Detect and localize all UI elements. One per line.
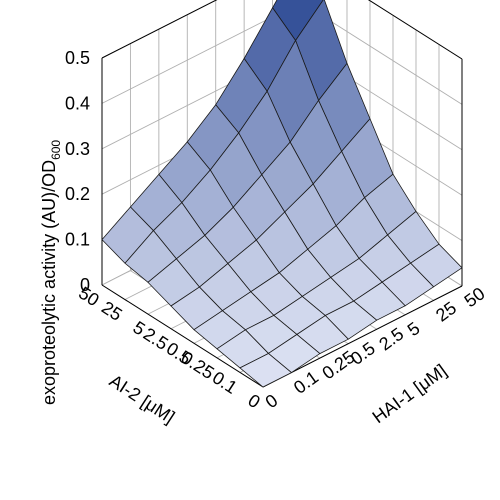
- z-axis-title-main: exoproteolytic activity (AU)/OD: [39, 160, 59, 405]
- z-tick-label: 0: [80, 275, 90, 295]
- z-tick-label: 0.5: [65, 48, 90, 68]
- z-tick-label: 0.1: [65, 230, 90, 250]
- x-axis-title: AI-2 [μM]: [106, 371, 178, 428]
- axis-frame-edge: [101, 284, 264, 388]
- y-tick-label: 25: [432, 298, 460, 326]
- z-axis-title-sub: 600: [49, 140, 63, 160]
- z-axis-title: exoproteolytic activity (AU)/OD600: [39, 140, 63, 405]
- y-axis-title: HAI-1 [μM]: [369, 360, 451, 427]
- y-tick-label: 0: [262, 390, 282, 412]
- axis-frame-edge: [367, 0, 463, 60]
- y-tick-label: 5: [404, 318, 424, 340]
- z-tick-label: 0.2: [65, 184, 90, 204]
- y-tick-label: 0.1: [290, 367, 322, 398]
- y-tick-label: 50: [461, 283, 489, 311]
- surface-mesh: [101, 0, 463, 388]
- x-tick-label: 0: [244, 390, 263, 412]
- z-tick-label: 0.3: [65, 139, 90, 159]
- x-tick-label: 25: [98, 297, 126, 325]
- surface-cell: [239, 353, 292, 388]
- axis-frame-edge: [262, 285, 463, 388]
- axis-frame-edge: [101, 0, 218, 59]
- z-tick-label: 0.4: [65, 93, 90, 113]
- y-tick-label: 2.5: [375, 324, 407, 355]
